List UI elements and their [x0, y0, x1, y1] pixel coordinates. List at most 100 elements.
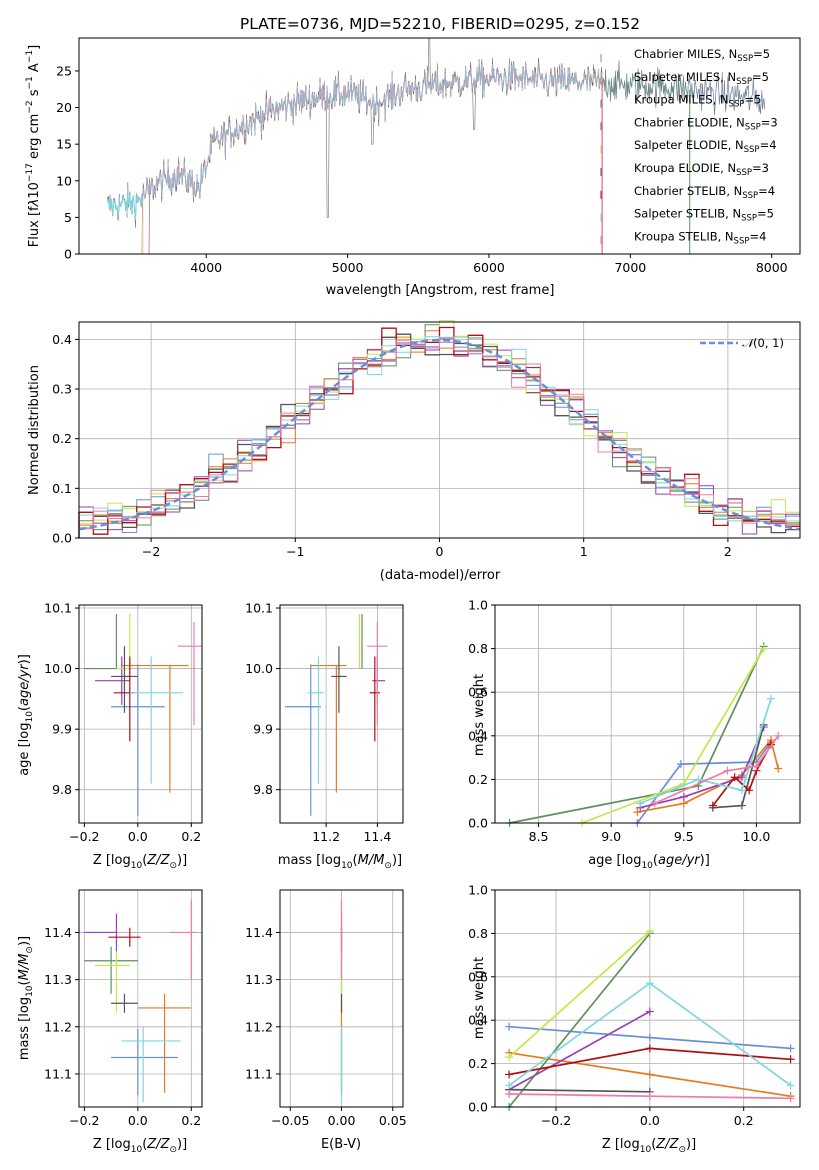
- x-tick-label-1: 0.0: [640, 1113, 660, 1128]
- error-point-5: [111, 646, 138, 713]
- error-point-2: [84, 614, 118, 670]
- mass-weight-marker-0-1: [645, 1033, 654, 1042]
- mass-weight-marker-5-1: [737, 801, 746, 810]
- legend-entry-5: Kroupa ELODIE, NSSP=3: [634, 161, 769, 178]
- x-tick-label-0: −0.2: [69, 829, 99, 844]
- x-tick-label-2: 6000: [473, 260, 505, 275]
- normal-legend-label: 𝒩(0, 1): [742, 336, 784, 350]
- y-tick-label-3: 10.1: [44, 601, 72, 616]
- error-point-1: [137, 993, 192, 1093]
- error-point-5: [331, 646, 347, 713]
- mass-weight-marker-7-0: [505, 1081, 514, 1090]
- y-tick-label-1: 5: [64, 210, 72, 225]
- spectrum-xlabel: wavelength [Angstrom, rest frame]: [326, 283, 555, 298]
- normal-legend: 𝒩(0, 1): [700, 336, 784, 350]
- x-tick-label-0: −0.2: [541, 1113, 571, 1128]
- mass-weight-marker-7-1: [694, 775, 703, 784]
- mass-weight-vs-age-panel: 8.5 9.0 9.5 10.0 0.0 0.2 0.4 0.6 0.8 1.0 age [log…: [468, 598, 801, 871]
- legend-entry-6: Chabrier STELIB, NSSP=4: [634, 184, 775, 201]
- y-tick-label-0: 9.8: [253, 782, 273, 797]
- error-point-5: [111, 993, 138, 1013]
- y-tick-label-2: 0.4: [468, 1013, 488, 1028]
- mass-vs-Z-panel: −0.2 0.0 0.2 11.1 11.2 11.3 11.4 Z [log10(Z/Z⊙…: [17, 889, 203, 1155]
- axes-frame: [78, 604, 203, 824]
- y-tick-label-3: 0.6: [468, 969, 488, 984]
- mass-weight-series-3: [508, 1010, 651, 1091]
- error-point-1: [121, 664, 189, 793]
- x-tick-label-3: 7000: [614, 260, 646, 275]
- mass-weight-marker-1-0: [633, 808, 642, 817]
- residual-xlabel: (data-model)/error: [380, 568, 501, 583]
- residual-hist-series-8: [78, 337, 800, 538]
- spectrum-ylabel: Flux [fλ10−17 erg cm−2 s−1 A−1]: [25, 45, 42, 247]
- error-point-3: [372, 656, 386, 705]
- spectrum-panel: 4000 5000 6000 7000 8000 0 5 10 15 20 25 wavelengt…: [25, 37, 801, 298]
- y-tick-label-4: 0.8: [468, 926, 488, 941]
- y-tick-label-5: 1.0: [468, 598, 488, 613]
- error-point-8: [177, 621, 202, 725]
- y-tick-label-5: 1.0: [468, 883, 488, 898]
- mass-weight-marker-8-2: [786, 1094, 795, 1103]
- error-point-6: [108, 927, 141, 947]
- error-point-4: [116, 614, 131, 670]
- x-tick-label-1: 9.0: [601, 829, 621, 844]
- mass-weight-vs-age-xlabel: age [log10(age/yr)]: [588, 853, 710, 871]
- residual-histogram-panel: −2 −1 0 1 2 0.0 0.1 0.2 0.3 0.4 (data-model)/erro…: [27, 320, 801, 583]
- legend-entry-3: Chabrier ELODIE, NSSP=3: [634, 115, 778, 132]
- error-point-3: [84, 913, 118, 952]
- mass-weight-marker-7-2: [737, 786, 746, 795]
- legend-entry-4: Salpeter ELODIE, NSSP=4: [634, 138, 777, 155]
- mass-weight-series-4: [508, 930, 651, 1058]
- y-tick-label-0: 11.1: [44, 1066, 72, 1081]
- mass-weight-vs-Z-panel: −0.2 0.0 0.2 0.0 0.2 0.4 0.6 0.8 1.0 Z [log10(Z/…: [468, 883, 801, 1155]
- y-tick-label-2: 10.0: [245, 661, 273, 676]
- mass-ylabel: mass [log10(M/M⊙)]: [17, 936, 35, 1060]
- x-tick-label-1: 0.00: [328, 1113, 356, 1128]
- y-tick-label-2: 10.0: [44, 661, 72, 676]
- error-point-0: [285, 664, 321, 816]
- error-point-2: [84, 946, 138, 994]
- x-tick-label-1: 0.0: [128, 829, 148, 844]
- error-point-8: [169, 899, 197, 980]
- mass-weight-marker-3-2: [737, 773, 746, 782]
- y-tick-label-2: 0.4: [468, 728, 488, 743]
- legend-entry-2: Kroupa MILES, NSSP=5: [634, 93, 761, 110]
- y-tick-label-5: 25: [56, 63, 72, 78]
- mass-weight-marker-7-1: [645, 979, 654, 988]
- age-vs-mass-xlabel: mass [log10(M/M⊙)]: [278, 853, 402, 871]
- age-vs-Z-panel: −0.2 0.0 0.2 9.8 9.9 10.0 10.1 Z [log10(Z/Z⊙)]…: [17, 601, 203, 871]
- mass-weight-marker-6-1: [645, 1044, 654, 1053]
- spectrum-model-line-8: [107, 61, 603, 254]
- y-tick-label-2: 10: [56, 173, 72, 188]
- mass-vs-EBV-xlabel: E(B-V): [321, 1137, 361, 1152]
- y-tick-label-3: 11.4: [44, 925, 72, 940]
- mass-weight-marker-4-0: [505, 1053, 514, 1062]
- residual-hist-series-7: [78, 336, 800, 538]
- y-tick-label-2: 0.2: [52, 431, 72, 446]
- mass-weight-marker-6-1: [730, 773, 739, 782]
- error-point-7: [129, 656, 184, 784]
- y-tick-label-4: 20: [56, 100, 72, 115]
- mass-weight-series-5: [509, 1088, 650, 1093]
- x-tick-label-2: 0.05: [379, 1113, 407, 1128]
- y-tick-label-1: 0.2: [468, 772, 488, 787]
- y-tick-label-0: 9.8: [52, 782, 72, 797]
- mass-weight-series-2: [508, 932, 651, 1108]
- mass-weight-marker-8-3: [774, 731, 783, 740]
- x-tick-label-2: 9.5: [674, 829, 694, 844]
- mass-weight-series-3: [639, 726, 765, 809]
- error-point-4: [95, 951, 130, 1013]
- mass-weight-series-7: [639, 698, 772, 805]
- y-tick-label-3: 0.3: [52, 382, 72, 397]
- age-vs-mass-panel: 11.2 11.4 9.8 9.9 10.0 10.1 mass [log10(M/M⊙)…: [245, 601, 404, 871]
- mass-weight-marker-0-1: [676, 760, 685, 769]
- error-point-6: [369, 656, 380, 742]
- x-tick-label-4: 8000: [756, 260, 788, 275]
- mass-weight-marker-7-3: [766, 694, 775, 703]
- x-tick-label-2: 0.2: [181, 829, 201, 844]
- mass-weight-vs-Z-xlabel: Z [log10(Z/Z⊙)]: [602, 1137, 696, 1155]
- mass-weight-marker-3-1: [645, 1007, 654, 1016]
- legend-entry-7: Salpeter STELIB, NSSP=5: [634, 207, 774, 224]
- mass-weight-marker-7-2: [786, 1081, 795, 1090]
- x-tick-label-0: −0.2: [69, 1113, 99, 1128]
